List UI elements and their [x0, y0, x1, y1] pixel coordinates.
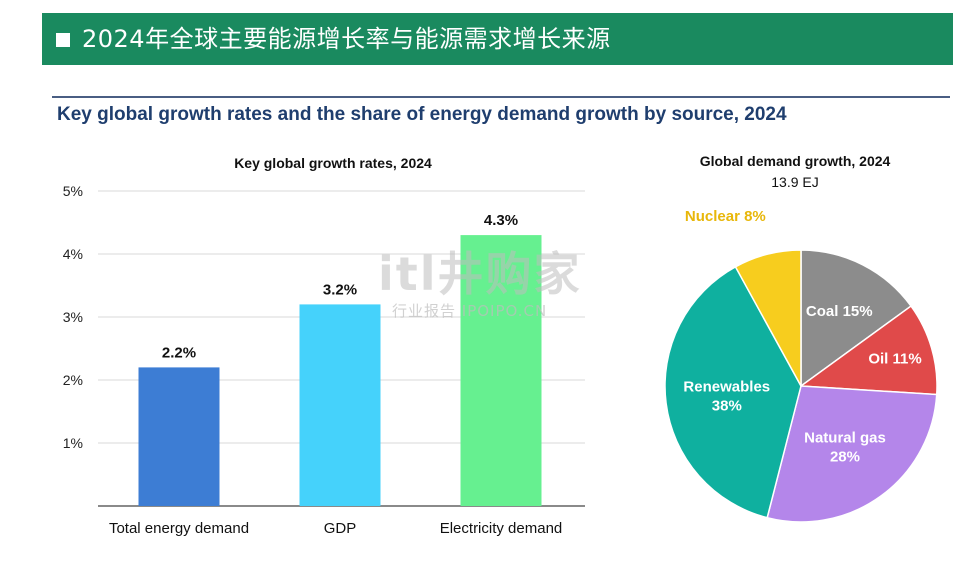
pie-slice — [800, 249, 913, 388]
y-tick-label: 1% — [63, 435, 83, 451]
main-title: Key global growth rates and the share of… — [57, 104, 787, 125]
watermark-logo: itl井购家 — [378, 247, 582, 301]
watermark-subtext: 行业报告 IPOIPO.CN — [392, 302, 548, 320]
bar-data-label: 4.3% — [484, 212, 518, 229]
bar-data-label: 2.2% — [162, 344, 196, 361]
title-divider — [52, 96, 950, 98]
pie-chart-title: Global demand growth, 2024 — [700, 153, 891, 169]
bar — [138, 367, 220, 506]
pie-slice-label: Oil 11% — [868, 351, 921, 368]
pie-slice — [664, 265, 802, 519]
header-banner: 2024年全球主要能源增长率与能源需求增长来源 — [42, 13, 953, 65]
pie-slice-label: Nuclear 8% — [685, 208, 766, 225]
pie-slice — [798, 305, 938, 396]
bar-data-label: 3.2% — [323, 281, 357, 298]
pie-chart-subtitle: 13.9 EJ — [771, 174, 818, 190]
pie-slice-label-name: Natural gas — [804, 430, 886, 447]
bullet-square-icon — [56, 33, 70, 47]
pie-slice — [734, 249, 802, 387]
y-tick-label: 3% — [63, 309, 83, 325]
pie-slice-label-name: Renewables — [683, 378, 770, 395]
y-tick-label: 4% — [63, 246, 83, 262]
banner-title: 2024年全球主要能源增长率与能源需求增长来源 — [82, 25, 611, 53]
y-tick-label: 2% — [63, 372, 83, 388]
pie-slice-label: Coal 15% — [806, 303, 873, 320]
pie-slice-label-value: 28% — [830, 449, 860, 466]
bar — [299, 304, 381, 506]
bar-chart-title: Key global growth rates, 2024 — [234, 155, 432, 171]
pie-slice-label-value: 38% — [712, 397, 742, 414]
x-tick-label: Total energy demand — [109, 520, 249, 537]
y-tick-label: 5% — [63, 183, 83, 199]
x-tick-label: GDP — [324, 520, 357, 537]
bar — [460, 235, 542, 506]
x-tick-label: Electricity demand — [440, 520, 563, 537]
pie-slice — [766, 385, 938, 523]
